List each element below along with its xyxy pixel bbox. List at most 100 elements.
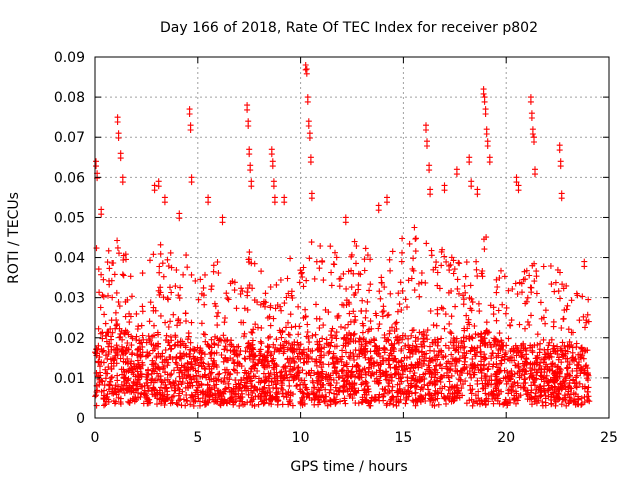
- data-point: [518, 354, 525, 361]
- data-point: [581, 367, 588, 374]
- data-point: [382, 373, 389, 380]
- data-point: [244, 106, 251, 113]
- data-point: [137, 353, 144, 360]
- data-point: [313, 258, 320, 265]
- data-point: [178, 355, 185, 362]
- data-point: [228, 394, 235, 401]
- data-point: [95, 266, 102, 273]
- data-point: [115, 394, 122, 401]
- data-point: [187, 127, 194, 133]
- data-point: [187, 401, 194, 408]
- data-point: [305, 346, 312, 352]
- data-point: [563, 282, 570, 289]
- data-point: [540, 385, 547, 392]
- data-point: [408, 382, 415, 389]
- data-point: [570, 377, 577, 384]
- data-point: [468, 183, 475, 190]
- data-point: [368, 395, 375, 402]
- data-point: [286, 332, 293, 338]
- data-point: [270, 183, 277, 190]
- data-point: [475, 367, 482, 373]
- data-point: [358, 381, 365, 388]
- data-point: [489, 363, 496, 370]
- data-point: [473, 266, 480, 273]
- data-point: [160, 365, 167, 372]
- data-point: [148, 341, 155, 348]
- data-point: [184, 264, 191, 271]
- data-point: [542, 307, 549, 314]
- x-tick-label: 15: [394, 430, 412, 446]
- data-point: [518, 348, 524, 354]
- data-point: [493, 387, 500, 394]
- data-point: [202, 398, 209, 405]
- data-point: [184, 359, 191, 366]
- data-point: [557, 269, 563, 276]
- data-point: [409, 327, 416, 334]
- data-point: [105, 247, 112, 254]
- data-point: [365, 399, 372, 406]
- data-point: [202, 331, 208, 338]
- data-point: [124, 355, 131, 362]
- data-point: [329, 355, 336, 362]
- data-point: [221, 396, 228, 403]
- data-point: [575, 396, 581, 403]
- data-point: [580, 313, 587, 320]
- data-point: [371, 337, 378, 344]
- data-point: [368, 325, 375, 332]
- data-point: [269, 163, 276, 170]
- data-point: [316, 387, 323, 394]
- data-point: [98, 345, 105, 352]
- data-point: [177, 284, 184, 291]
- data-point: [354, 362, 361, 369]
- data-point: [483, 395, 490, 402]
- data-point: [180, 271, 187, 278]
- data-point: [157, 241, 164, 248]
- data-point: [408, 332, 415, 339]
- data-point: [558, 325, 565, 331]
- data-point: [448, 330, 455, 337]
- data-point: [460, 301, 467, 308]
- data-point: [480, 90, 487, 97]
- data-point: [426, 355, 433, 362]
- data-point: [342, 400, 349, 407]
- data-point: [510, 397, 517, 403]
- data-point: [532, 390, 539, 397]
- data-point: [177, 396, 184, 403]
- data-point: [285, 388, 292, 395]
- data-point: [538, 376, 545, 383]
- data-point: [161, 402, 168, 408]
- data-point: [159, 350, 166, 357]
- data-point: [393, 319, 400, 326]
- data-point: [224, 374, 231, 381]
- data-point: [278, 368, 285, 375]
- data-point: [476, 398, 483, 405]
- data-point: [157, 312, 164, 319]
- data-point: [486, 361, 492, 368]
- data-point: [399, 287, 406, 294]
- data-point: [532, 382, 538, 389]
- data-point: [304, 390, 311, 397]
- data-point: [574, 401, 581, 408]
- data-point: [451, 383, 458, 390]
- data-point: [395, 339, 402, 346]
- data-point: [337, 356, 344, 363]
- data-point: [526, 272, 533, 279]
- data-point: [195, 362, 202, 369]
- data-point: [159, 392, 166, 399]
- data-point: [125, 367, 132, 374]
- data-point: [529, 349, 536, 356]
- data-point: [155, 373, 162, 380]
- data-point: [99, 292, 106, 299]
- data-point: [162, 356, 168, 363]
- data-point: [214, 259, 221, 265]
- data-point: [305, 391, 312, 398]
- data-point: [392, 320, 399, 327]
- data-point: [578, 345, 585, 352]
- data-point: [433, 322, 440, 329]
- data-point: [113, 342, 120, 349]
- data-point: [183, 351, 190, 358]
- data-point: [390, 401, 397, 408]
- data-point: [357, 271, 364, 278]
- data-point: [399, 249, 405, 256]
- data-point: [584, 393, 590, 400]
